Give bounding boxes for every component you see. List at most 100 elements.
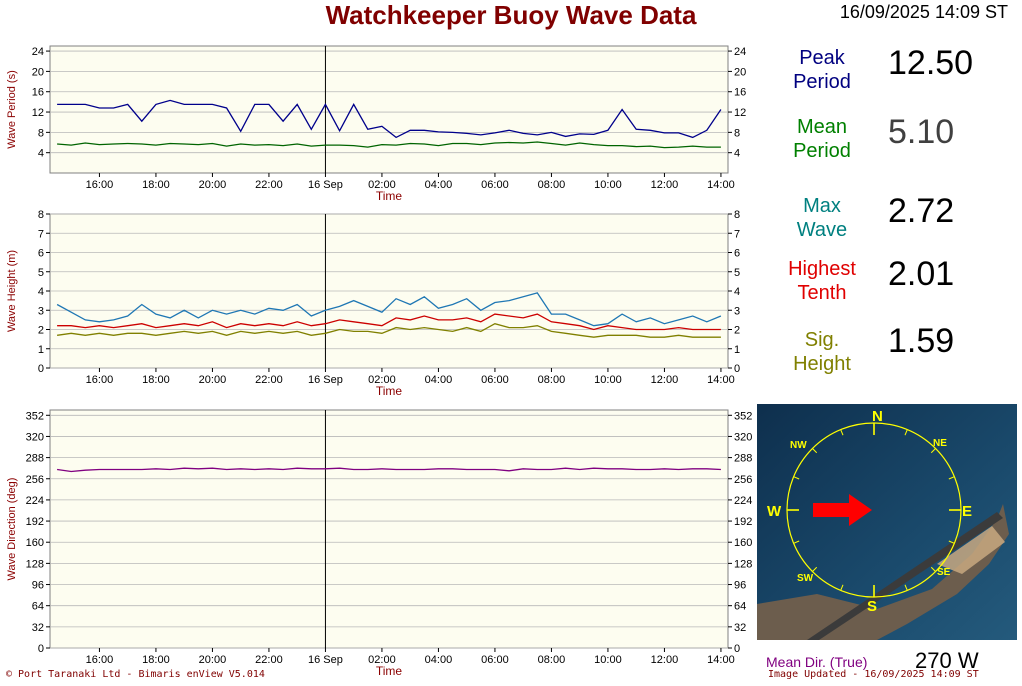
compass-tick bbox=[812, 566, 818, 572]
y-tick-label-right: 32 bbox=[734, 622, 746, 634]
x-tick-label: 16:00 bbox=[86, 374, 114, 386]
y-tick-label-right: 3 bbox=[734, 305, 740, 317]
series-line bbox=[57, 99, 722, 139]
y-tick-label: 1 bbox=[38, 344, 44, 356]
y-axis-label: Wave Height (m) bbox=[6, 250, 18, 332]
y-tick-label-right: 128 bbox=[734, 558, 752, 570]
stat-label-line2: Height bbox=[793, 353, 851, 375]
x-axis-label: Time bbox=[376, 664, 403, 678]
compass-tick bbox=[948, 540, 955, 544]
y-tick-label: 288 bbox=[26, 453, 44, 465]
y-tick-label: 5 bbox=[38, 267, 44, 279]
mean-direction-label: Mean Dir. (True) bbox=[766, 654, 868, 670]
y-tick-label: 16 bbox=[32, 87, 44, 99]
y-tick-label-right: 256 bbox=[734, 474, 752, 486]
stat-peak-period-label: Peak Period bbox=[762, 46, 882, 94]
x-tick-label: 08:00 bbox=[538, 179, 566, 191]
compass-tick bbox=[904, 429, 908, 436]
land-area bbox=[757, 504, 1009, 640]
stat-highest-tenth-label: Highest Tenth bbox=[762, 257, 882, 305]
x-tick-label: 14:00 bbox=[707, 654, 735, 666]
stat-label-line1: Mean bbox=[796, 116, 848, 138]
y-tick-label: 160 bbox=[26, 537, 44, 549]
stat-highest-tenth-value: 2.01 bbox=[888, 255, 955, 293]
compass-ne-label: NE bbox=[933, 438, 947, 449]
y-tick-label-right: 1 bbox=[734, 344, 740, 356]
wave-period-chart: 4 4 8 8 12 12 16 16 20 20 24 24 16:00 18:00 20:00 22:00… bbox=[6, 45, 746, 203]
y-tick-label: 20 bbox=[32, 66, 44, 78]
y-axis-label: Wave Direction (deg) bbox=[6, 478, 18, 581]
y-tick-label-right: 224 bbox=[734, 495, 752, 507]
x-tick-label: 16:00 bbox=[86, 654, 114, 666]
x-tick-label: 06:00 bbox=[481, 374, 509, 386]
x-tick-label: 04:00 bbox=[425, 179, 453, 191]
x-tick-label: 10:00 bbox=[594, 654, 622, 666]
y-tick-label: 128 bbox=[26, 558, 44, 570]
y-tick-label-right: 4 bbox=[734, 148, 740, 160]
y-tick-label: 224 bbox=[26, 495, 44, 507]
compass-tick bbox=[948, 476, 955, 480]
compass-south-label: S bbox=[867, 598, 877, 615]
compass-nw-label: NW bbox=[790, 440, 807, 451]
x-tick-label: 16 Sep bbox=[308, 654, 343, 666]
stat-label-line1: Highest bbox=[788, 258, 856, 280]
series-line bbox=[57, 323, 721, 338]
y-tick-label-right: 2 bbox=[734, 325, 740, 337]
stat-sig-height-label: Sig. Height bbox=[762, 328, 882, 376]
compass-sw-label: SW bbox=[797, 573, 814, 584]
y-tick-label-right: 192 bbox=[734, 516, 752, 528]
x-tick-label: 20:00 bbox=[199, 374, 227, 386]
stat-mean-period-label: Mean Period bbox=[762, 115, 882, 163]
stat-mean-period-value: 5.10 bbox=[888, 113, 955, 151]
stat-sig-height-value: 1.59 bbox=[888, 322, 955, 360]
x-tick-label: 02:00 bbox=[368, 654, 396, 666]
x-tick-label: 22:00 bbox=[255, 654, 283, 666]
y-tick-label: 192 bbox=[26, 516, 44, 528]
compass-tick bbox=[793, 540, 800, 544]
x-tick-label: 16 Sep bbox=[308, 374, 343, 386]
x-tick-label: 22:00 bbox=[255, 374, 283, 386]
x-tick-label: 06:00 bbox=[481, 654, 509, 666]
y-tick-label: 96 bbox=[32, 580, 44, 592]
stat-peak-period-value: 12.50 bbox=[888, 44, 974, 82]
y-tick-label: 4 bbox=[38, 148, 44, 160]
beach bbox=[937, 526, 1005, 574]
x-tick-label: 10:00 bbox=[594, 179, 622, 191]
x-tick-label: 22:00 bbox=[255, 179, 283, 191]
y-tick-label: 24 bbox=[32, 46, 44, 58]
stat-label-line1: Max bbox=[803, 195, 841, 217]
x-tick-label: 08:00 bbox=[538, 654, 566, 666]
footer-copyright: © Port Taranaki Ltd - Bimaris enView V5.… bbox=[6, 669, 265, 680]
y-tick-label: 256 bbox=[26, 474, 44, 486]
wave-direction-chart: 0 0 32 32 64 64 96 96 128 128 160 160 192 192 224 224 25… bbox=[6, 409, 752, 678]
compass-ring bbox=[786, 422, 962, 598]
plot-area bbox=[49, 409, 729, 649]
header-timestamp: 16/09/2025 14:09 ST bbox=[839, 2, 1008, 22]
x-tick-label: 14:00 bbox=[707, 179, 735, 191]
page-title: Watchkeeper Buoy Wave Data bbox=[325, 0, 697, 30]
y-tick-label-right: 6 bbox=[734, 248, 740, 260]
y-tick-label-right: 5 bbox=[734, 267, 740, 279]
x-axis-label: Time bbox=[376, 189, 403, 203]
compass-tick bbox=[840, 584, 844, 591]
y-tick-label: 8 bbox=[38, 127, 44, 139]
stat-label-line1: Peak bbox=[799, 47, 845, 69]
compass-east-label: E bbox=[962, 503, 972, 520]
y-tick-label: 0 bbox=[38, 363, 44, 375]
x-tick-label: 02:00 bbox=[368, 374, 396, 386]
stat-label-line2: Period bbox=[793, 140, 851, 162]
y-tick-label-right: 320 bbox=[734, 431, 752, 443]
x-tick-label: 18:00 bbox=[142, 179, 170, 191]
y-tick-label: 352 bbox=[26, 410, 44, 422]
x-tick-label: 12:00 bbox=[651, 374, 679, 386]
x-tick-label: 10:00 bbox=[594, 374, 622, 386]
compass-tick bbox=[904, 584, 908, 591]
x-tick-label: 04:00 bbox=[425, 374, 453, 386]
stat-max-wave-label: Max Wave bbox=[762, 194, 882, 242]
compass-tick bbox=[930, 448, 936, 454]
y-tick-label: 6 bbox=[38, 248, 44, 260]
y-tick-label: 4 bbox=[38, 286, 44, 298]
y-tick-label-right: 96 bbox=[734, 580, 746, 592]
y-tick-label: 12 bbox=[32, 107, 44, 119]
y-tick-label: 3 bbox=[38, 305, 44, 317]
